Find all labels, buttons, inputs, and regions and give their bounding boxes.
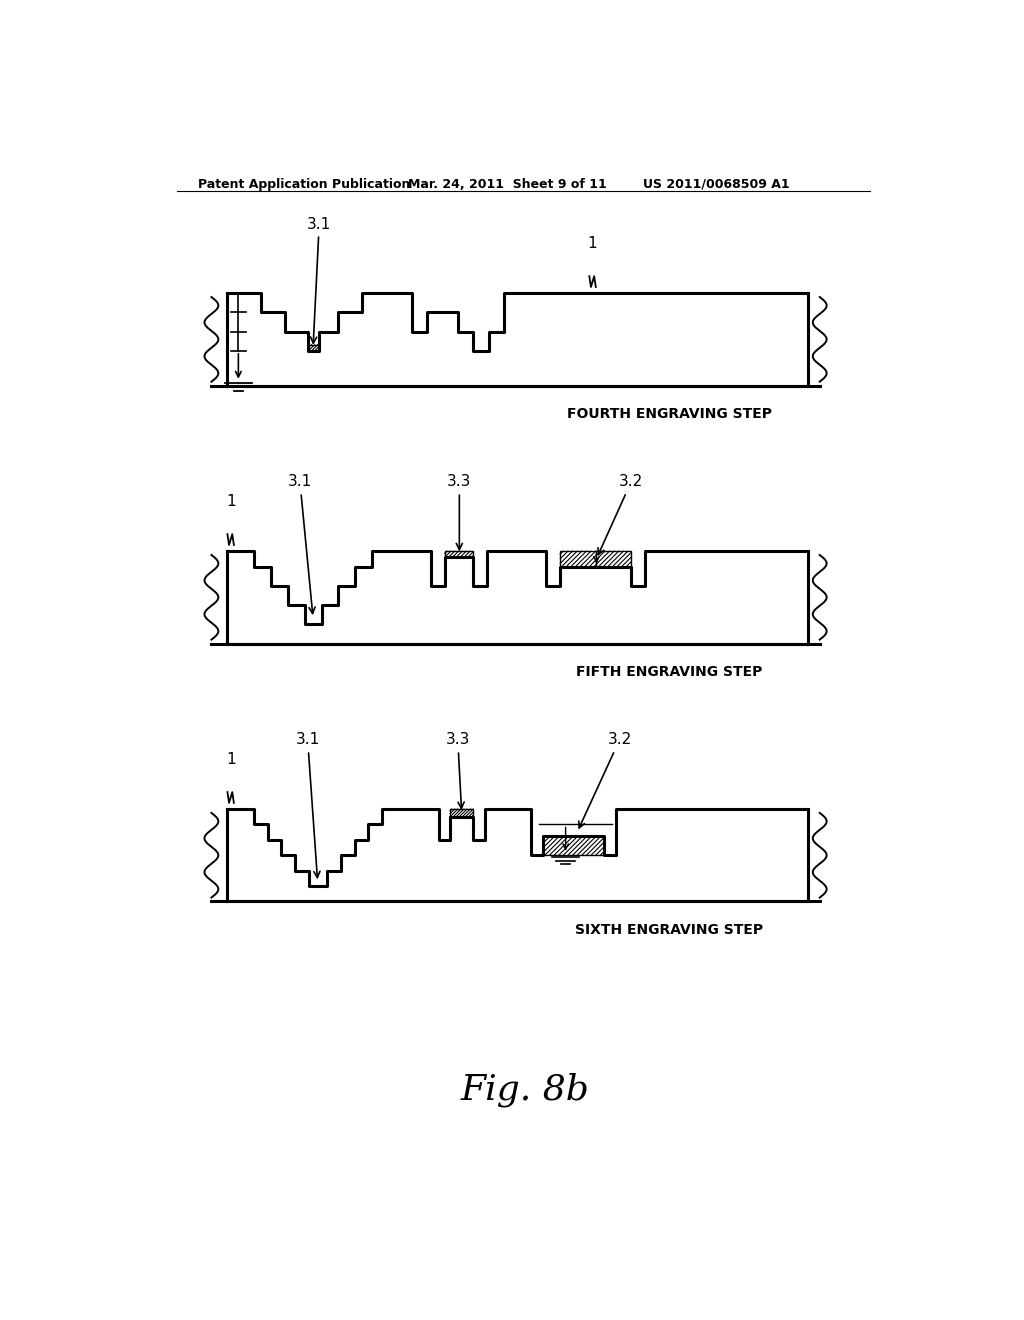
Text: Patent Application Publication: Patent Application Publication — [199, 178, 411, 190]
Text: Fig. 8b: Fig. 8b — [461, 1073, 589, 1107]
Text: FOURTH ENGRAVING STEP: FOURTH ENGRAVING STEP — [567, 407, 772, 421]
Text: 3.1: 3.1 — [307, 216, 332, 343]
Text: 3.2: 3.2 — [579, 733, 632, 828]
Text: FIFTH ENGRAVING STEP: FIFTH ENGRAVING STEP — [577, 665, 763, 678]
Text: 3.2: 3.2 — [598, 474, 643, 554]
Bar — [307, 345, 319, 351]
Text: 3.3: 3.3 — [445, 733, 470, 808]
Bar — [451, 809, 473, 817]
Bar — [560, 552, 631, 566]
Text: 1: 1 — [588, 236, 597, 251]
Text: 1: 1 — [226, 751, 236, 767]
Text: 3.1: 3.1 — [288, 474, 315, 614]
Text: 3.1: 3.1 — [296, 733, 319, 878]
Bar — [444, 552, 473, 557]
Text: 1: 1 — [226, 494, 236, 508]
Text: SIXTH ENGRAVING STEP: SIXTH ENGRAVING STEP — [575, 923, 764, 937]
Text: Mar. 24, 2011  Sheet 9 of 11: Mar. 24, 2011 Sheet 9 of 11 — [408, 178, 606, 190]
Text: 3.3: 3.3 — [447, 474, 471, 549]
Bar — [543, 836, 604, 855]
Text: US 2011/0068509 A1: US 2011/0068509 A1 — [643, 178, 790, 190]
